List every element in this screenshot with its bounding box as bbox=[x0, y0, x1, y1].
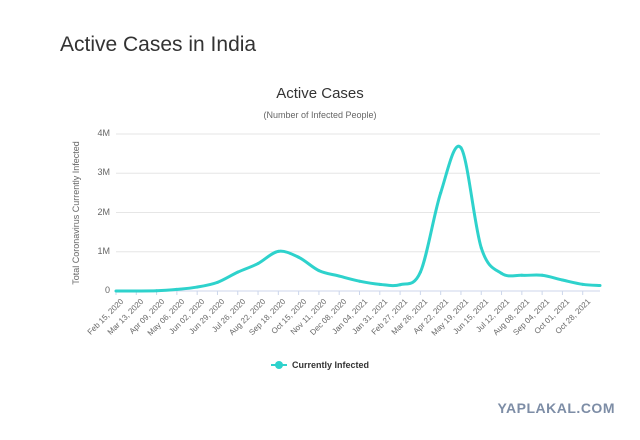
data-point[interactable] bbox=[175, 287, 179, 291]
y-tick-label: 4M bbox=[97, 128, 110, 138]
data-point[interactable] bbox=[134, 289, 138, 293]
data-point[interactable] bbox=[276, 249, 280, 253]
data-point[interactable] bbox=[540, 273, 544, 277]
data-point[interactable] bbox=[598, 284, 602, 288]
data-point[interactable] bbox=[418, 270, 422, 274]
data-point[interactable] bbox=[459, 146, 463, 150]
data-point[interactable] bbox=[358, 279, 362, 283]
data-point[interactable] bbox=[236, 270, 240, 274]
y-tick-label: 3M bbox=[97, 167, 110, 178]
data-point[interactable] bbox=[155, 289, 159, 293]
chart-title: Active Cases bbox=[276, 85, 364, 102]
data-point[interactable] bbox=[317, 269, 321, 273]
legend-dot bbox=[274, 361, 283, 369]
page-title: Active Cases in India bbox=[60, 33, 257, 56]
legend-marker-icon bbox=[270, 360, 287, 370]
data-point[interactable] bbox=[195, 285, 199, 289]
data-point[interactable] bbox=[500, 271, 504, 275]
data-point[interactable] bbox=[297, 255, 301, 259]
chart-subtitle: (Number of Infected People) bbox=[263, 110, 377, 120]
data-point[interactable] bbox=[114, 289, 118, 293]
legend-label: Currently Infected bbox=[291, 360, 369, 370]
y-tick-label: 0 bbox=[104, 285, 110, 295]
series-line-currently-infected[interactable] bbox=[115, 144, 601, 293]
y-tick-label: 2M bbox=[97, 206, 110, 217]
data-point[interactable] bbox=[520, 273, 524, 277]
data-point[interactable] bbox=[378, 282, 382, 286]
chart-legend[interactable]: Currently Infected bbox=[0, 360, 640, 370]
watermark-logo: YAPLAKAL.COM bbox=[497, 400, 615, 416]
data-point[interactable] bbox=[337, 274, 341, 278]
data-point[interactable] bbox=[479, 246, 483, 250]
data-point[interactable] bbox=[398, 283, 402, 287]
data-point[interactable] bbox=[215, 280, 219, 284]
y-tick-label: 1M bbox=[97, 245, 110, 256]
data-point[interactable] bbox=[581, 282, 585, 286]
data-point[interactable] bbox=[560, 278, 564, 282]
data-point[interactable] bbox=[439, 191, 443, 195]
data-point[interactable] bbox=[256, 262, 260, 266]
